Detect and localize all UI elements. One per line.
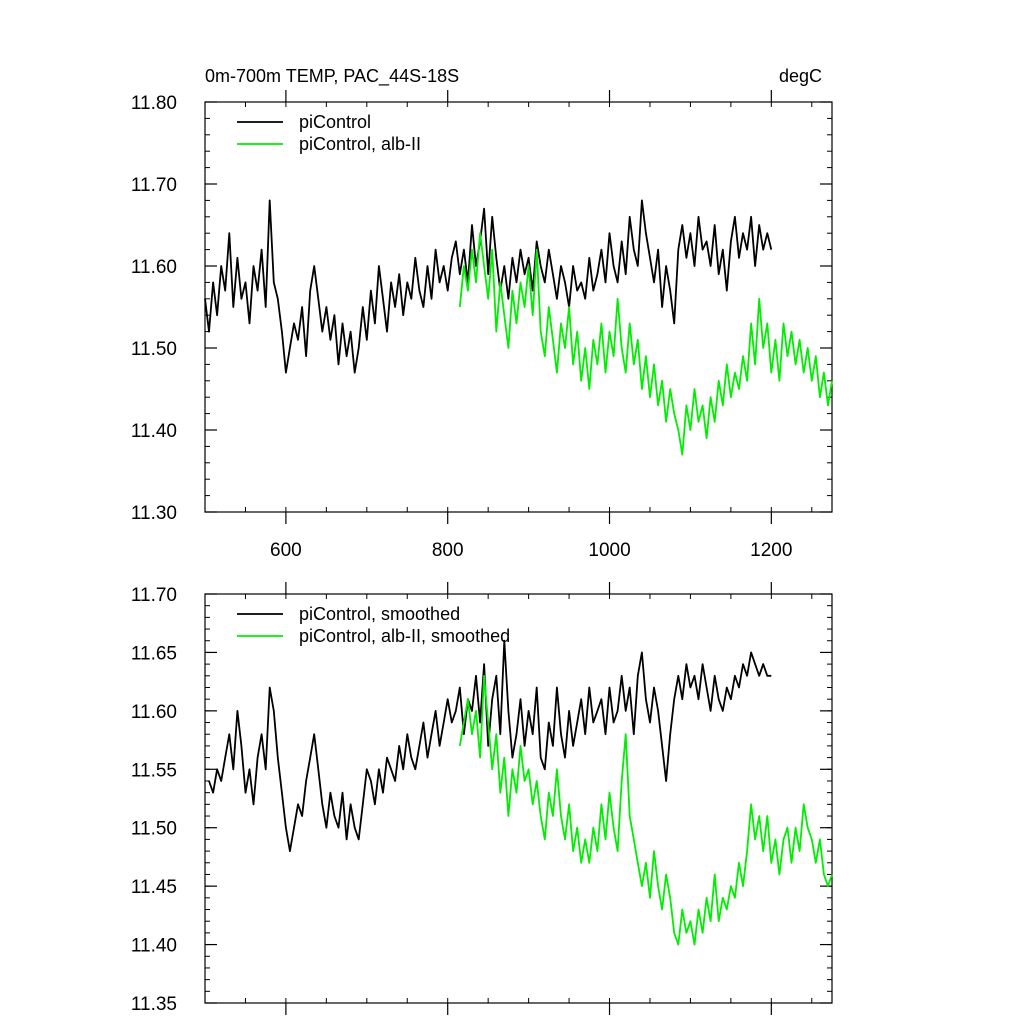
plot-frame (204, 101, 833, 513)
y-tick-label: 11.60 (131, 257, 177, 278)
y-tick-label: 11.60 (131, 702, 177, 723)
x-tick-label: 1200 (750, 540, 792, 561)
y-tick-label: 11.50 (131, 339, 177, 360)
series-line-picontrol (208, 639, 772, 852)
y-tick-label: 11.55 (131, 760, 177, 781)
series-line-alb-ii (458, 674, 833, 946)
y-tick-label: 11.70 (131, 585, 177, 606)
y-tick-label: 11.35 (131, 994, 177, 1015)
y-tick-label: 11.65 (131, 643, 177, 664)
chart-bottom-panel: 11.35 11.40 11.45 11.50 11.55 11.60 11.65 11.70… (131, 582, 833, 1015)
series-line-alb-ii (458, 232, 833, 456)
y-tick-label: 11.40 (131, 421, 177, 442)
x-tick-label: 800 (432, 540, 464, 561)
legend-label: piControl, smoothed (299, 604, 460, 624)
legend-label: piControl (299, 112, 371, 132)
chart-top-panel: 11.30 11.40 11.50 11.60 11.70 11.80 600 800 1000… (131, 66, 833, 561)
y-tick-label: 11.45 (131, 877, 177, 898)
x-tick-label: 600 (270, 540, 302, 561)
y-tick-label: 11.80 (131, 93, 177, 114)
y-tick-label: 11.70 (131, 175, 177, 196)
y-tick-label: 11.30 (131, 503, 177, 524)
chart-title: 0m-700m TEMP, PAC_44S-18S (205, 66, 459, 87)
y-tick-label: 11.50 (131, 819, 177, 840)
chart-units: degC (779, 66, 822, 86)
legend-label: piControl, alb-II (299, 134, 421, 154)
legend-label: piControl, alb-II, smoothed (299, 626, 510, 646)
plot-frame (204, 593, 833, 1004)
series-line-picontrol (204, 199, 773, 374)
x-tick-label: 1000 (588, 540, 630, 561)
y-tick-label: 11.40 (131, 936, 177, 957)
